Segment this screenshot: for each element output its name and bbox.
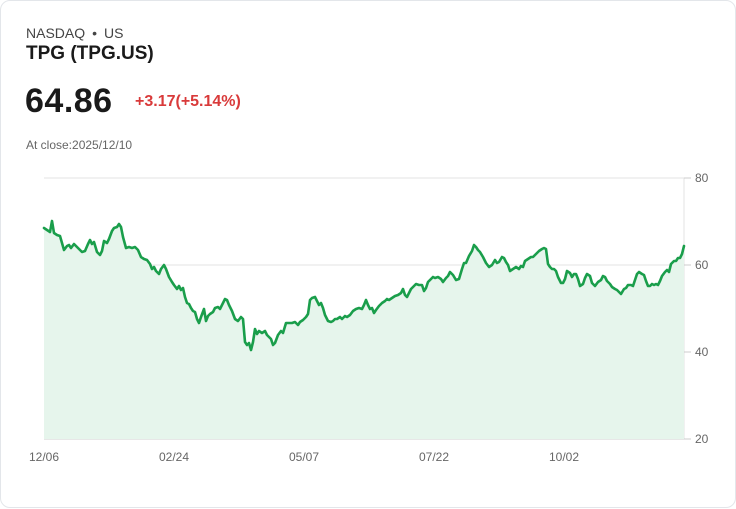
area-fill bbox=[44, 221, 684, 439]
y-tick-20: 20 bbox=[695, 432, 709, 446]
y-tick-80: 80 bbox=[695, 171, 709, 185]
exchange-line: NASDAQ • US bbox=[26, 25, 123, 41]
close-date: At close:2025/12/10 bbox=[26, 138, 133, 152]
x-tick-1: 12/06 bbox=[29, 450, 59, 464]
x-axis-labels: 12/06 02/24 05/07 07/22 10/02 bbox=[29, 450, 579, 464]
price-change: +3.17(+5.14%) bbox=[135, 93, 241, 110]
price-line bbox=[42, 219, 686, 352]
x-tick-5: 10/02 bbox=[549, 450, 579, 464]
separator-dot: • bbox=[92, 25, 98, 41]
y-tick-60: 60 bbox=[695, 258, 709, 272]
current-price: 64.86 bbox=[25, 82, 113, 120]
region: US bbox=[104, 25, 124, 41]
x-tick-2: 02/24 bbox=[159, 450, 189, 464]
exchange-name: NASDAQ bbox=[26, 25, 86, 41]
y-tick-40: 40 bbox=[695, 345, 709, 359]
x-tick-4: 07/22 bbox=[419, 450, 449, 464]
x-tick-3: 05/07 bbox=[289, 450, 319, 464]
y-axis-labels: 80 60 40 20 bbox=[695, 171, 709, 446]
stock-title: TPG (TPG.US) bbox=[26, 43, 154, 64]
